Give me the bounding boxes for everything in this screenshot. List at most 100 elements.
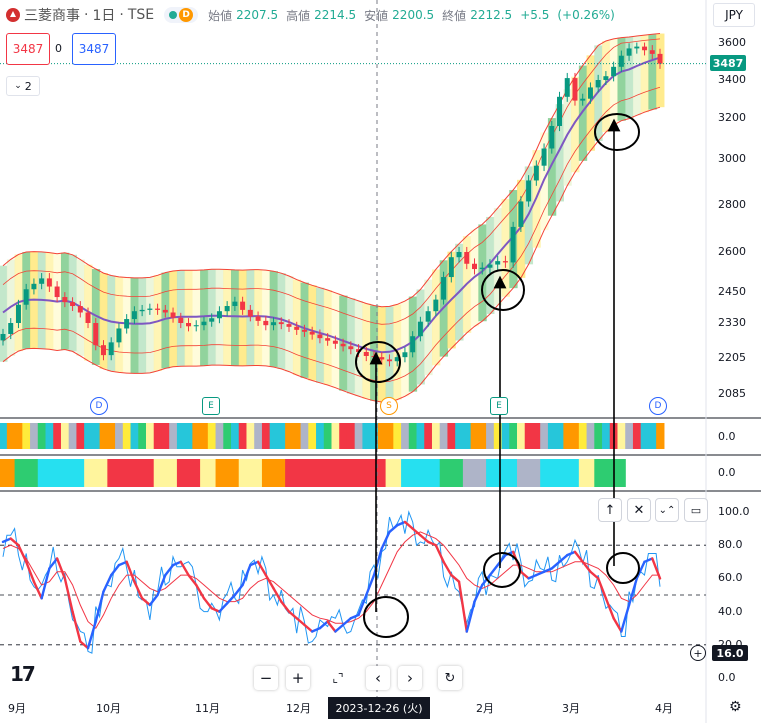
event-marker-d[interactable]: D bbox=[90, 397, 108, 415]
stoch-segment bbox=[280, 600, 291, 613]
scroll-right-button[interactable]: › bbox=[398, 666, 422, 690]
reset-button[interactable]: ↻ bbox=[438, 666, 462, 690]
candle-body bbox=[518, 201, 524, 227]
maximize-pane-button[interactable]: ▭ bbox=[684, 498, 708, 522]
band-stripe bbox=[640, 35, 650, 113]
stoch-segment bbox=[86, 620, 97, 650]
settings-gear-icon[interactable]: ⚙ bbox=[729, 699, 742, 715]
band-stripe bbox=[192, 270, 201, 367]
signal-cell bbox=[578, 423, 588, 449]
event-marker-e[interactable]: E bbox=[490, 397, 508, 415]
symbol-name[interactable]: 三菱商事 bbox=[24, 8, 80, 24]
high-label: 高値 bbox=[286, 8, 311, 23]
signal-cell bbox=[648, 423, 657, 449]
sell-button[interactable]: 3487 bbox=[6, 33, 50, 65]
stoch-segment bbox=[210, 607, 221, 613]
market-status-pill[interactable]: D bbox=[164, 7, 199, 23]
band-stripe bbox=[99, 273, 108, 369]
event-marker-s[interactable]: S bbox=[380, 397, 398, 415]
candle bbox=[642, 42, 648, 56]
stoch-segment bbox=[148, 593, 159, 607]
candle-body bbox=[510, 226, 516, 263]
fullscreen-button[interactable]: ⌞⌝ bbox=[326, 666, 350, 690]
event-marker-e[interactable]: E bbox=[202, 397, 220, 415]
scroll-left-button[interactable]: ‹ bbox=[366, 666, 390, 690]
oscillator-pane[interactable] bbox=[0, 510, 706, 654]
stoch-segment bbox=[488, 563, 499, 577]
candle-body bbox=[541, 148, 547, 166]
symbol-logo-icon bbox=[6, 8, 20, 22]
candle-body bbox=[595, 80, 601, 88]
trend-cell bbox=[107, 459, 155, 487]
signal-cell bbox=[462, 423, 472, 449]
stoch-segment bbox=[79, 640, 90, 650]
stoch-segment bbox=[450, 573, 461, 583]
candle bbox=[186, 318, 192, 332]
candle bbox=[448, 251, 454, 283]
stoch-segment bbox=[365, 573, 376, 597]
candle-body bbox=[325, 338, 331, 341]
band-stripe bbox=[547, 118, 557, 216]
candle bbox=[15, 299, 21, 329]
candle bbox=[23, 283, 29, 310]
zoom-in-button[interactable]: + bbox=[286, 666, 310, 690]
signal-cell bbox=[316, 423, 325, 449]
signal-line bbox=[2, 531, 660, 629]
stoch-segment bbox=[496, 553, 507, 567]
stoch-segment bbox=[519, 570, 530, 580]
band-stripe bbox=[130, 277, 139, 374]
interval[interactable]: 1日 bbox=[92, 8, 116, 24]
signal-cell bbox=[354, 423, 364, 449]
band-stripe bbox=[91, 269, 101, 365]
open-label: 始値 bbox=[208, 8, 233, 23]
move-up-button[interactable]: ↑ bbox=[598, 498, 622, 522]
event-marker-d[interactable]: D bbox=[649, 397, 667, 415]
band-stripe bbox=[555, 104, 564, 202]
stoch-segment bbox=[40, 567, 51, 600]
signal-cell bbox=[99, 423, 108, 449]
signal-cell bbox=[53, 423, 62, 449]
signal-cell bbox=[408, 423, 418, 449]
stoch-segment bbox=[542, 567, 553, 573]
candle bbox=[394, 352, 400, 367]
collapse-pane-button[interactable]: ⌄⌃ bbox=[655, 498, 679, 522]
candle-body bbox=[618, 55, 624, 67]
signal-cell bbox=[323, 423, 333, 449]
buy-button[interactable]: 3487 bbox=[72, 33, 116, 65]
stoch-segment bbox=[596, 577, 608, 600]
signal-cell bbox=[447, 423, 456, 449]
add-plus-icon[interactable]: + bbox=[690, 645, 706, 661]
signal-cell bbox=[122, 423, 132, 449]
signal-cell bbox=[308, 423, 317, 449]
delay-badge: D bbox=[179, 8, 194, 22]
trend-cell bbox=[153, 459, 178, 487]
signal-cell bbox=[424, 423, 433, 449]
candle-body bbox=[62, 297, 68, 303]
candle bbox=[100, 340, 106, 361]
signal-cell bbox=[517, 423, 526, 449]
candle-body bbox=[301, 329, 307, 332]
candle-body bbox=[77, 306, 83, 313]
signal-cell bbox=[138, 423, 147, 449]
candle-body bbox=[448, 257, 454, 278]
trend-cell bbox=[176, 459, 201, 487]
candle bbox=[108, 337, 114, 361]
band-stripe bbox=[385, 306, 394, 402]
candle bbox=[340, 338, 346, 352]
signal-cell bbox=[602, 423, 611, 449]
indicators-toggle[interactable]: ⌄ 2 bbox=[6, 76, 40, 96]
zoom-out-button[interactable]: − bbox=[254, 666, 278, 690]
highlight-circle bbox=[355, 341, 401, 383]
candle bbox=[139, 304, 145, 317]
candle-body bbox=[255, 316, 261, 321]
trend-cell bbox=[462, 459, 487, 487]
close-pane-button[interactable]: ✕ bbox=[627, 498, 651, 522]
currency-button[interactable]: JPY bbox=[713, 3, 755, 27]
candle-body bbox=[201, 321, 207, 326]
oscillator-tick-label: 80.0 bbox=[718, 538, 743, 552]
candle bbox=[54, 281, 60, 303]
stoch-segment bbox=[318, 620, 329, 630]
chevron-right-icon: › bbox=[407, 669, 413, 687]
